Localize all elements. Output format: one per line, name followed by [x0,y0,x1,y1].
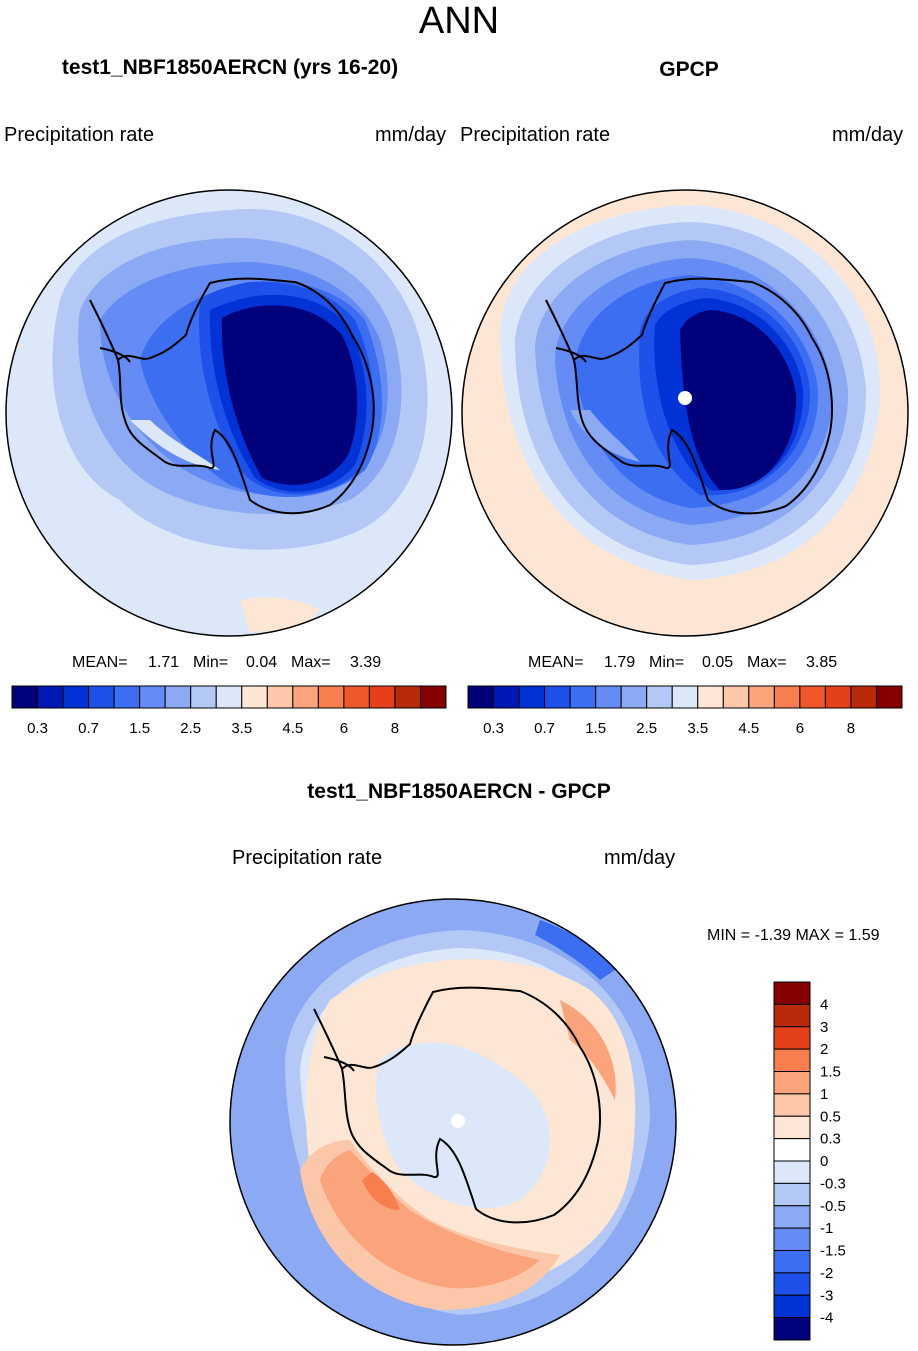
panel3-colorbar-tick-11: -1.5 [820,1243,846,1260]
panel1-colorbar-tick-2: 1.5 [129,720,150,737]
panel3-colorbar-tick-4: 1 [820,1086,828,1103]
panel3-colorbar-tick-7: 0 [820,1153,828,1170]
page-title: ANN [418,0,500,42]
panel1-colorbar-tick-1: 0.7 [78,720,99,737]
panel3-colorbar-box-10 [773,1205,811,1229]
panel1-max-value: 3.39 [350,654,382,671]
panel3-peninsula [313,1008,355,1072]
panel2-colorbar-tick-4: 3.5 [687,720,708,737]
panel3-dark-blue-streak [535,920,615,980]
panel2-units-label: mm/day [832,124,904,146]
panel3-colorbar-box-12 [773,1250,811,1274]
panel1-title: test1_NBF1850AERCN (yrs 16-20) [61,56,399,79]
panel1-core [221,305,358,485]
panel3-colorbar-tick-2: 2 [820,1041,828,1058]
panel2-min-value: 0.05 [702,654,734,671]
panel1-units-label: mm/day [375,124,447,146]
panel3-colorbar-box-6 [773,1115,811,1140]
panel2-pole-hole [678,391,692,405]
panel2-coastline [572,277,833,515]
panel2-colorbar-tick-0: 0.3 [483,720,504,737]
panel3-colorbar-box-1 [773,1003,811,1028]
panel1-colorbar-tick-0: 0.3 [27,720,48,737]
panel3-colorbar-box-2 [773,1026,811,1050]
panel1-colorbar-tick-5: 4.5 [282,720,303,737]
panel2-peninsula [545,299,587,363]
panel2-max-label: Max= [747,654,787,671]
panel3-right-arc [560,1000,616,1100]
panel3-colorbar-box-9 [773,1182,811,1207]
panel3-colorbar-tick-13: -3 [820,1287,833,1304]
panel2-title: GPCP [659,58,719,81]
panel3-colorbar-box-0 [773,981,811,1005]
panel3-colorbar-tick-0: 4 [820,996,828,1013]
panel1-border [5,189,453,637]
panel1-variable-label: Precipitation rate [4,124,155,146]
panel3-colorbar-box-3 [773,1048,811,1072]
panel3-colorbar-tick-14: -4 [820,1310,833,1327]
panel1-mean-label: MEAN= [72,654,128,671]
panel3-border [229,898,677,1346]
panel1-mean-value: 1.71 [148,654,180,671]
panel3-colorbar-box-15 [773,1317,811,1341]
panel2-max-value: 3.85 [806,654,838,671]
panel1-colorbar-box-16 [419,685,447,709]
panel2-colorbar-tick-2: 1.5 [585,720,606,737]
panel2-min-label: Min= [649,654,685,671]
panel2-mean-label: MEAN= [528,654,584,671]
panel3-colorbar-box-4 [773,1071,811,1095]
panel3-colorbar-box-13 [773,1272,811,1296]
panel2-core [680,310,797,491]
panel3-minmax-text: MIN = -1.39 MAX = 1.59 [707,927,880,944]
panel3-colorbar-tick-9: -0.5 [820,1198,846,1215]
panel1-min-label: Min= [193,654,229,671]
panel3-colorbar-tick-5: 0.5 [820,1108,841,1125]
panel3-colorbar-box-5 [773,1093,811,1117]
panel3-units-label: mm/day [604,847,676,869]
panel2-variable-label: Precipitation rate [460,124,611,146]
panel1-colorbar-tick-3: 2.5 [180,720,201,737]
panel1-min-value: 0.04 [246,654,278,671]
panel1-margin-peach-2 [240,597,320,632]
panel2-colorbar-tick-6: 6 [796,720,804,737]
panel2-border [461,189,909,637]
panel2-colorbar-tick-3: 2.5 [636,720,657,737]
panel3-colorbar-box-8 [773,1160,811,1184]
panel1-coastline [116,277,375,515]
panel3-pole-hole [451,1114,465,1128]
panel1-colorbar-tick-6: 6 [340,720,348,737]
panel2-wedge-lightband [570,410,640,462]
panel2-colorbar-box-16 [875,685,903,709]
panel3-colorbar-box-11 [773,1227,811,1251]
panel3-colorbar-tick-3: 1.5 [820,1064,841,1081]
panel3-colorbar-box-7 [773,1138,811,1162]
panel3-variable-label: Precipitation rate [232,847,383,869]
panel3-colorbar-tick-10: -1 [820,1220,833,1237]
panel2-colorbar-tick-1: 0.7 [534,720,555,737]
panel1-wedge-lightband [130,420,220,470]
panel2-colorbar-tick-7: 8 [847,720,855,737]
panel2-colorbar-tick-5: 4.5 [738,720,759,737]
panel3-red-patch [362,1172,400,1210]
panel1-colorbar-tick-7: 8 [391,720,399,737]
panel1-max-label: Max= [291,654,331,671]
panel3-colorbar-box-14 [773,1294,811,1319]
panel1-peninsula [89,299,131,363]
panel3-coastline [340,986,601,1224]
panel3-colorbar-tick-1: 3 [820,1019,828,1036]
panel2-mean-value: 1.79 [604,654,636,671]
panel3-colorbar-tick-12: -2 [820,1265,833,1282]
panel3-colorbar-tick-8: -0.3 [820,1175,846,1192]
panel3-title: test1_NBF1850AERCN - GPCP [307,780,611,803]
panel1-colorbar-tick-4: 3.5 [231,720,252,737]
panel3-colorbar-tick-6: 0.3 [820,1131,841,1148]
